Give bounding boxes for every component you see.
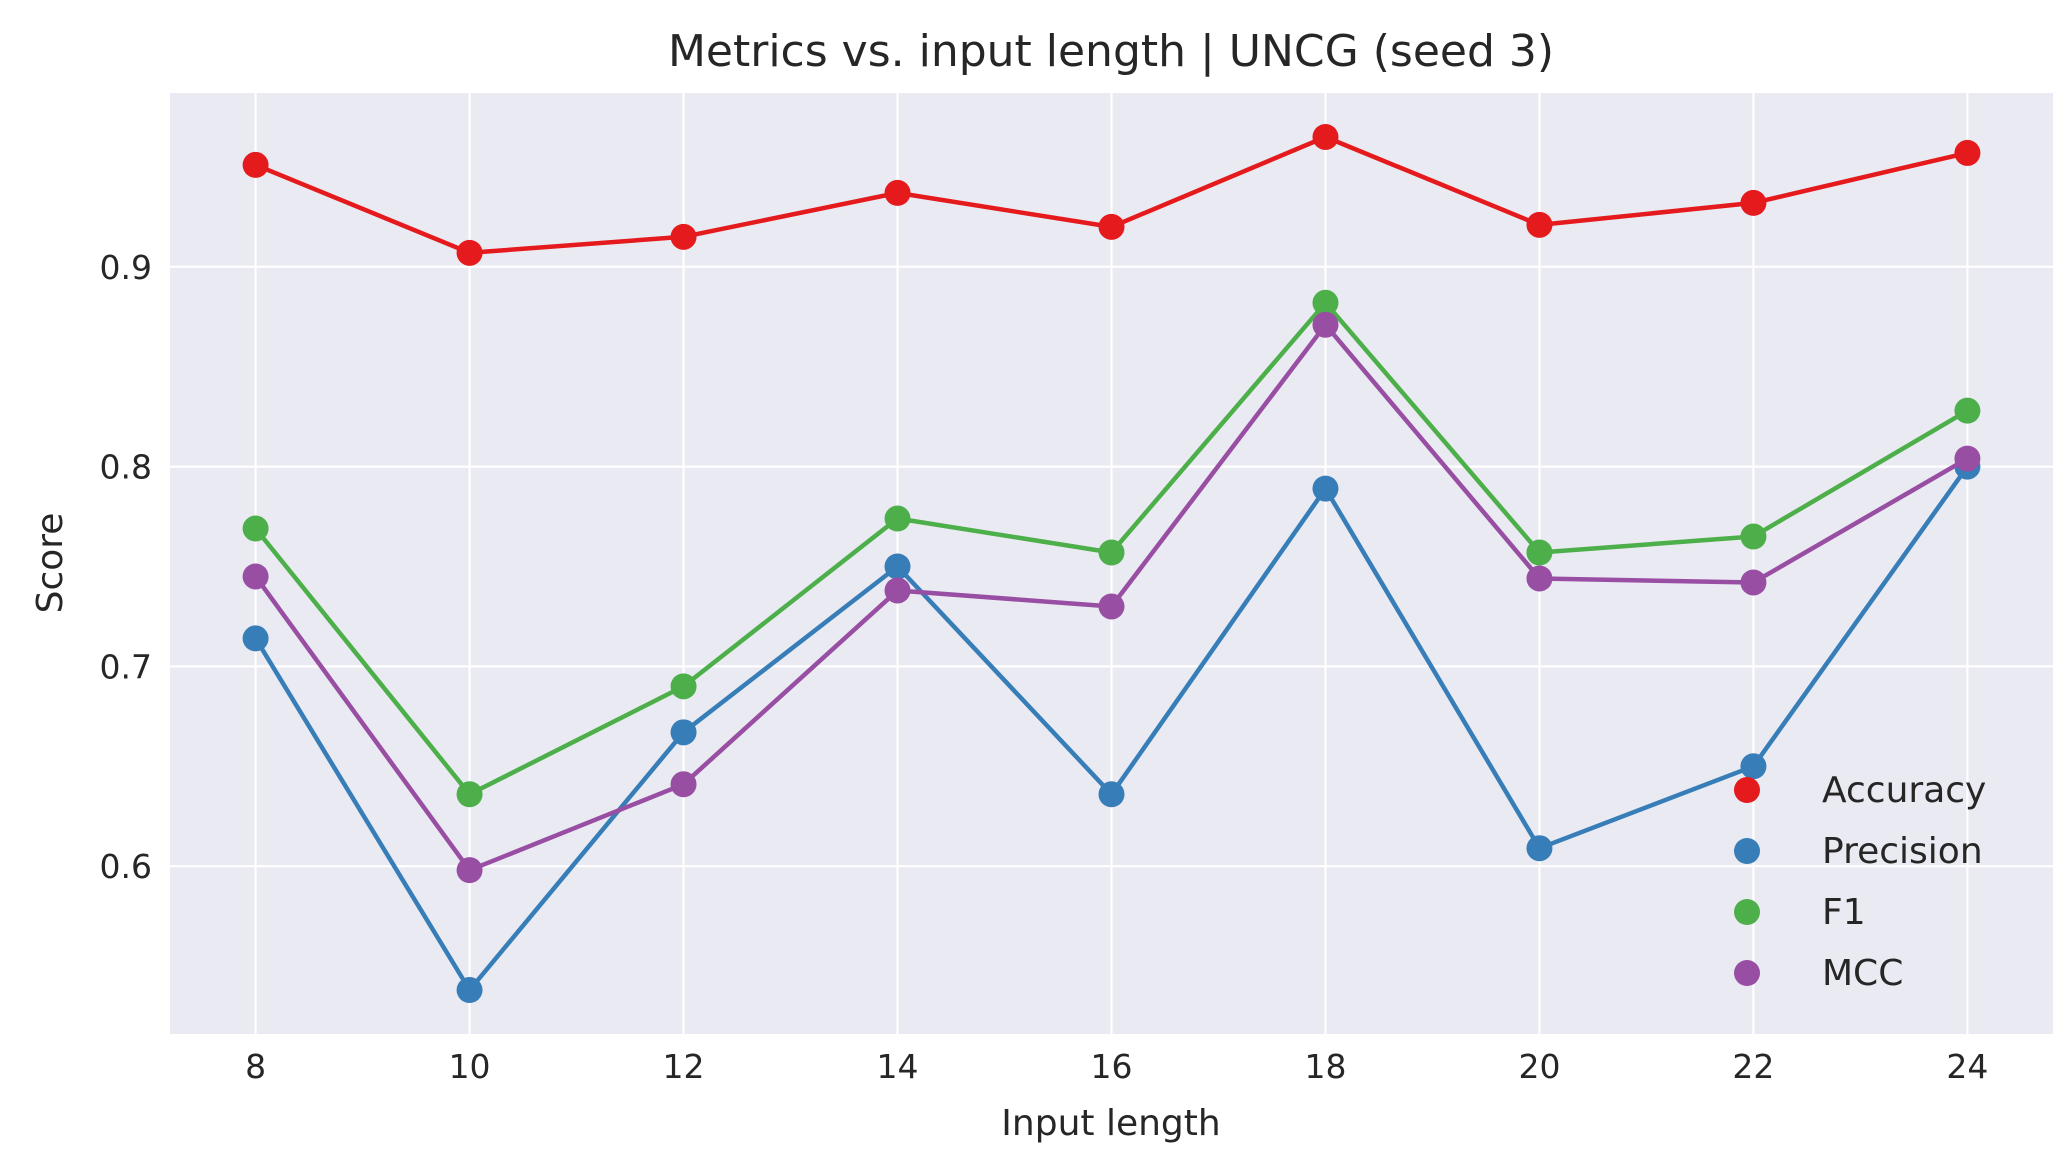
data-point: [1312, 475, 1339, 502]
data-point: [242, 515, 269, 542]
data-point: [670, 673, 697, 700]
legend-item: Accuracy: [1734, 770, 1986, 811]
data-point: [1954, 445, 1981, 472]
series-layer: [242, 123, 1981, 1004]
legend-marker: [1734, 899, 1760, 925]
legend-item: F1: [1734, 892, 1866, 933]
series-mcc: [242, 311, 1981, 884]
data-point: [242, 151, 269, 178]
data-point: [456, 857, 483, 884]
data-point: [1526, 211, 1553, 238]
data-point: [1098, 213, 1125, 240]
data-point: [456, 781, 483, 808]
x-tick-label: 22: [1732, 1047, 1774, 1086]
data-point: [884, 505, 911, 532]
series-accuracy: [242, 123, 1981, 266]
legend-marker: [1734, 838, 1760, 864]
legend-marker: [1734, 960, 1760, 986]
data-point: [1954, 139, 1981, 166]
y-tick-label: 0.7: [100, 647, 152, 686]
data-point: [1526, 539, 1553, 566]
legend-label: Accuracy: [1822, 770, 1986, 811]
data-point: [884, 577, 911, 604]
legend-label: Precision: [1822, 831, 1983, 872]
data-point: [670, 771, 697, 798]
data-point: [456, 239, 483, 266]
tick-labels: 8 10 12 14 16 18 20 22 24 0.6 0.7 0.8 0.9: [100, 248, 1989, 1086]
y-axis-label: Score: [30, 513, 71, 614]
x-tick-label: 24: [1946, 1047, 1988, 1086]
data-point: [1312, 123, 1339, 150]
x-tick-label: 8: [245, 1047, 266, 1086]
data-point: [242, 625, 269, 652]
data-point: [1312, 311, 1339, 338]
y-tick-label: 0.9: [100, 248, 152, 287]
x-axis-label: Input length: [1001, 1103, 1220, 1144]
data-point: [1954, 397, 1981, 424]
x-tick-label: 14: [877, 1047, 919, 1086]
x-tick-label: 18: [1304, 1047, 1346, 1086]
data-point: [456, 977, 483, 1004]
legend-label: F1: [1822, 892, 1866, 933]
data-point: [884, 553, 911, 580]
data-point: [1098, 593, 1125, 620]
data-point: [1526, 565, 1553, 592]
data-point: [670, 719, 697, 746]
x-tick-label: 12: [663, 1047, 705, 1086]
data-point: [1526, 835, 1553, 862]
data-point: [884, 179, 911, 206]
x-tick-label: 20: [1518, 1047, 1560, 1086]
data-point: [1740, 189, 1767, 216]
data-point: [1312, 289, 1339, 316]
legend-item: Precision: [1734, 831, 1983, 872]
data-point: [242, 563, 269, 590]
data-point: [1740, 753, 1767, 780]
data-point: [1740, 523, 1767, 550]
chart-title: Metrics vs. input length | UNCG (seed 3): [668, 26, 1554, 77]
data-point: [1740, 569, 1767, 596]
data-point: [670, 223, 697, 250]
data-point: [1098, 539, 1125, 566]
x-tick-label: 10: [449, 1047, 491, 1086]
y-tick-label: 0.8: [100, 448, 152, 487]
data-point: [1098, 781, 1125, 808]
legend-marker: [1734, 777, 1760, 803]
legend-label: MCC: [1822, 953, 1903, 994]
y-tick-label: 0.6: [100, 847, 152, 886]
series-f1: [242, 289, 1981, 808]
legend-item: MCC: [1734, 953, 1903, 994]
legend: Accuracy Precision F1 MCC: [1734, 770, 1986, 994]
x-tick-label: 16: [1091, 1047, 1133, 1086]
